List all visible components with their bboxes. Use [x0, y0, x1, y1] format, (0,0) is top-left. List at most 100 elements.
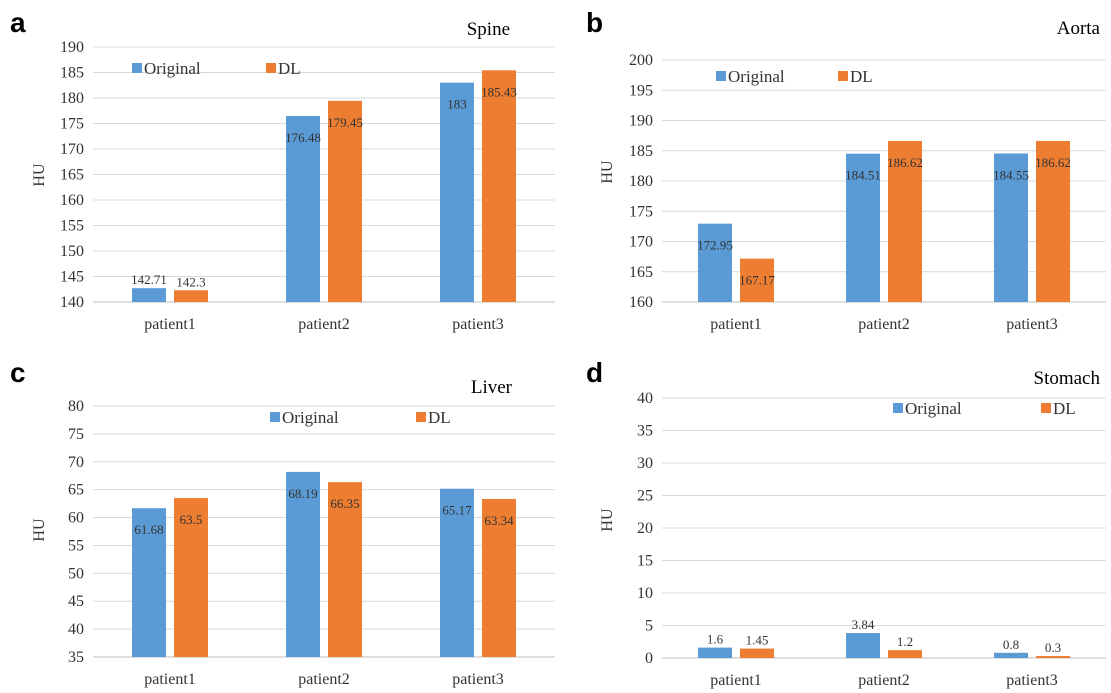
y-tick-label: 5 [645, 618, 653, 635]
y-axis-title: HU [31, 163, 48, 187]
y-tick-label: 55 [68, 537, 84, 554]
y-tick-label: 60 [68, 510, 84, 527]
legend-swatch-dl [1041, 403, 1051, 413]
legend-swatch-dl [416, 412, 426, 422]
legend-swatch-original [716, 71, 726, 81]
data-label: 179.45 [327, 115, 363, 130]
bar-original-patient3 [440, 82, 474, 302]
bar-original-patient2 [846, 633, 880, 658]
bar-original-patient2 [846, 153, 880, 302]
chart-spine: 140 145 150 155 160 165 170 175 180 185 190 Spine HU… [31, 19, 555, 333]
data-label: 184.55 [993, 167, 1029, 182]
y-tick-label: 30 [637, 455, 653, 472]
legend-label-dl: DL [1053, 399, 1076, 418]
y-tick-label: 0 [645, 650, 653, 667]
bar-dl-patient2 [328, 482, 362, 657]
bar-original-patient1 [698, 223, 732, 302]
y-axis-title: HU [599, 508, 616, 532]
y-tick-label: 170 [60, 141, 84, 158]
data-label: 167.17 [739, 273, 775, 288]
bar-original-patient1 [132, 508, 166, 657]
bar-original-patient1 [132, 288, 166, 302]
legend-label-original: Original [905, 399, 962, 418]
bar-dl-patient3 [482, 498, 516, 657]
bar-dl-patient3 [1036, 656, 1070, 658]
y-tick-label: 185 [60, 65, 84, 82]
data-label: 186.62 [887, 155, 923, 170]
bar-dl-patient2 [328, 100, 362, 303]
data-label: 1.2 [897, 634, 913, 649]
chart-title: Aorta [1057, 18, 1101, 39]
data-label: 63.5 [180, 512, 203, 527]
bar-dl-patient2 [888, 140, 922, 302]
y-tick-label: 35 [637, 423, 653, 440]
y-tick-label: 15 [637, 553, 653, 570]
x-tick-label: patient2 [858, 316, 910, 333]
y-tick-label: 165 [629, 264, 653, 281]
bar-dl-patient3 [482, 70, 516, 302]
data-label: 66.35 [330, 496, 359, 511]
bar-dl-patient3 [1036, 140, 1070, 302]
legend-swatch-original [893, 403, 903, 413]
y-tick-label: 160 [629, 294, 653, 311]
data-label: 183 [447, 97, 467, 112]
y-tick-label: 175 [60, 116, 84, 133]
x-tick-label: patient3 [1006, 672, 1058, 689]
y-tick-label: 25 [637, 488, 653, 505]
y-tick-label: 150 [60, 243, 84, 260]
y-tick-label: 170 [629, 234, 653, 251]
bar-original-patient3 [994, 652, 1028, 658]
y-tick-label: 145 [60, 269, 84, 286]
y-tick-label: 70 [68, 454, 84, 471]
legend-label-original: Original [728, 67, 785, 86]
y-tick-label: 140 [60, 294, 84, 311]
x-tick-label: patient1 [144, 671, 196, 688]
x-tick-label: patient2 [858, 672, 910, 689]
y-tick-label: 200 [629, 52, 653, 69]
chart-title: Liver [471, 377, 513, 398]
chart-title: Spine [467, 19, 510, 40]
data-label: 65.17 [442, 503, 472, 518]
data-label: 142.71 [131, 272, 167, 287]
chart-aorta: 160 165 170 175 180 185 190 195 200 Aorta HU 172.95… [599, 18, 1106, 333]
y-tick-label: 180 [60, 90, 84, 107]
x-tick-label: patient1 [710, 672, 762, 689]
x-tick-label: patient3 [1006, 316, 1058, 333]
data-label: 185.43 [481, 84, 517, 99]
x-tick-label: patient2 [298, 671, 350, 688]
y-tick-label: 20 [637, 520, 653, 537]
panel-letter-d: d [586, 357, 603, 388]
data-label: 142.3 [176, 274, 205, 289]
bar-dl-patient1 [174, 290, 208, 302]
chart-title: Stomach [1034, 368, 1101, 389]
data-label: 3.84 [852, 617, 875, 632]
y-tick-label: 40 [68, 621, 84, 638]
x-tick-label: patient3 [452, 671, 504, 688]
y-tick-label: 195 [629, 82, 653, 99]
y-tick-label: 75 [68, 426, 84, 443]
legend-label-dl: DL [850, 67, 873, 86]
y-tick-label: 165 [60, 167, 84, 184]
legend-swatch-dl [266, 63, 276, 73]
y-tick-label: 175 [629, 203, 653, 220]
data-label: 186.62 [1035, 155, 1071, 170]
chart-liver: 35 40 45 50 55 60 65 70 75 80 Liver HU 61.68 63.5 pati… [31, 377, 555, 688]
data-label: 0.8 [1003, 637, 1019, 652]
bar-dl-patient1 [740, 648, 774, 658]
data-label: 0.3 [1045, 640, 1061, 655]
y-tick-label: 190 [60, 39, 84, 56]
bar-original-patient3 [994, 153, 1028, 302]
bar-original-patient3 [440, 488, 474, 657]
bar-dl-patient1 [174, 498, 208, 657]
data-label: 1.45 [746, 633, 769, 648]
data-label: 176.48 [285, 130, 321, 145]
bar-original-patient2 [286, 115, 320, 303]
data-label: 63.34 [484, 513, 514, 528]
y-axis-title: HU [31, 518, 48, 542]
legend-swatch-original [270, 412, 280, 422]
y-tick-label: 50 [68, 565, 84, 582]
bar-dl-patient1 [740, 258, 774, 302]
data-label: 172.95 [697, 238, 733, 253]
legend-label-original: Original [282, 408, 339, 427]
x-tick-label: patient2 [298, 316, 350, 333]
